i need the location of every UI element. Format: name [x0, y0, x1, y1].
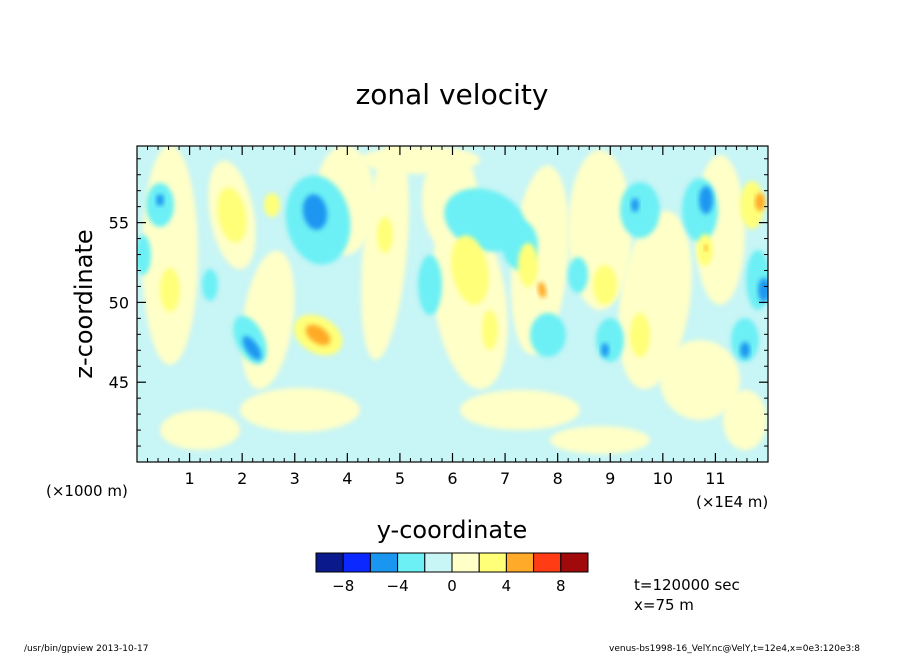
colorbar-swatch: [424, 552, 453, 573]
x-tick-label: 5: [395, 469, 405, 488]
x-tick-label: 9: [605, 469, 615, 488]
contour-region: [596, 318, 624, 362]
contour-region: [550, 426, 650, 454]
y-axis-ticks: 45 50 55: [109, 158, 768, 447]
contour-region: [264, 193, 280, 217]
colorbar-swatch: [397, 552, 426, 573]
colorbar-swatch: [451, 552, 480, 573]
contour-region: [137, 235, 151, 275]
y-tick-label: 50: [109, 293, 129, 312]
contour-region: [620, 182, 660, 238]
contour-region: [518, 243, 538, 287]
colorbar-swatch: [369, 552, 399, 573]
colorbar-tick-label: 0: [447, 577, 457, 595]
contour-region: [699, 186, 713, 214]
colorbar: −8 −4 0 4 8: [315, 552, 589, 595]
x-axis-label: y-coordinate: [377, 516, 527, 544]
colorbar-tick-label: −4: [387, 577, 409, 595]
contour-region: [460, 390, 580, 430]
contour-region: [160, 268, 180, 312]
contour-region: [202, 269, 218, 301]
x-tick-label: 3: [290, 469, 300, 488]
contour-region: [704, 245, 708, 251]
contour-region: [482, 310, 498, 350]
contour-region: [530, 313, 566, 357]
contour-region: [630, 313, 650, 357]
contour-region: [240, 388, 360, 432]
y-tick-label: 45: [109, 373, 129, 392]
contour-region: [537, 282, 547, 298]
x-axis-unit-left: (×1000 m): [46, 482, 128, 500]
colorbar-tick-label: −8: [332, 577, 354, 595]
colorbar-swatch: [505, 552, 535, 573]
colorbar-swatch: [342, 552, 371, 573]
contour-region: [305, 324, 331, 346]
contour-region: [740, 181, 764, 229]
contour-field: [137, 146, 768, 454]
x-tick-label: 11: [705, 469, 725, 488]
contour-region: [510, 165, 570, 355]
contour-region: [601, 343, 609, 357]
x-tick-label: 2: [237, 469, 247, 488]
contour-region: [217, 187, 247, 243]
contour-region: [593, 265, 617, 305]
x-tick-label: 1: [184, 469, 194, 488]
x-axis-ticks: 1 2 3 4 5 6 7 8 9 10 11: [147, 146, 758, 488]
colorbar-tick-label: 4: [502, 577, 512, 595]
time-annotation: t=120000 sec: [634, 576, 740, 594]
colorbar-tick-label: 8: [556, 577, 566, 595]
contour-region: [160, 410, 240, 450]
contour-region: [242, 336, 262, 360]
contour-region: [731, 318, 759, 362]
x-tick-label: 4: [342, 469, 352, 488]
contour-region: [302, 194, 328, 230]
contour-region: [568, 257, 588, 293]
contour-region: [755, 193, 765, 211]
contour-region: [682, 178, 718, 242]
contour-region: [723, 390, 767, 450]
contour-region: [360, 146, 480, 174]
contour-region: [451, 235, 489, 305]
contour-region: [377, 217, 393, 253]
x-tick-label: 8: [553, 469, 563, 488]
x-tick-label: 10: [653, 469, 673, 488]
contour-region: [631, 198, 639, 212]
contour-region: [740, 342, 750, 358]
x-axis-unit-right: (×1E4 m): [696, 493, 768, 511]
colorbar-swatch: [560, 552, 589, 573]
y-axis-label: z-coordinate: [70, 229, 98, 378]
footer-left: /usr/bin/gpview 2013-10-17: [24, 644, 148, 654]
contour-region: [418, 255, 442, 315]
contour-region: [156, 194, 164, 206]
colorbar-swatch: [315, 552, 344, 573]
footer-right: venus-bs1998-16_VelY.nc@VelY,t=12e4,x=0e…: [609, 644, 860, 654]
contour-region: [660, 340, 740, 420]
position-annotation: x=75 m: [634, 596, 694, 614]
x-tick-label: 7: [500, 469, 510, 488]
colorbar-swatch: [478, 552, 507, 573]
chart-title: zonal velocity: [356, 78, 549, 111]
contour-region: [758, 278, 768, 302]
x-tick-label: 6: [447, 469, 457, 488]
colorbar-swatch: [533, 552, 562, 573]
y-tick-label: 55: [109, 214, 129, 233]
